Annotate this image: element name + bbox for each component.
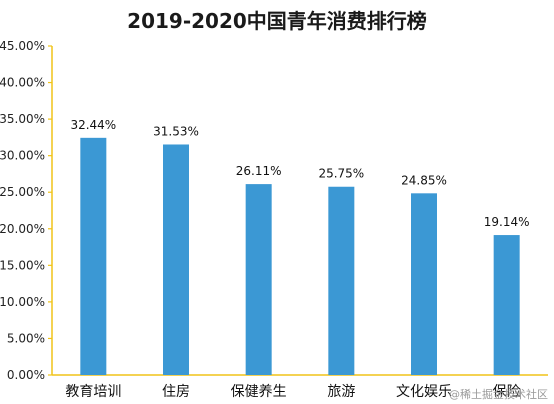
data-label: 24.85% [401,173,447,187]
x-tick-label: 保险 [493,384,521,400]
bar [163,144,189,375]
data-labels: 32.44% 31.53% 26.11% 25.75% 24.85% 19.14% [70,118,529,229]
y-tick-label: 10.00% [0,295,45,309]
x-tick-label: 教育培训 [65,384,121,400]
x-tick-label: 保健养生 [231,384,287,400]
bar [411,193,437,375]
category-labels: 教育培训 住房 保健养生 旅游 文化娱乐 保险 [65,384,520,400]
bar [80,137,107,375]
y-tick-label: 30.00% [0,149,45,163]
y-tick-label: 5.00% [7,331,45,345]
y-tick-label: 40.00% [0,76,45,90]
data-label: 31.53% [153,124,199,138]
y-axis: 0.00% 5.00% 10.00% 15.00% 20.00% 25.00% 30.00%… [0,39,53,382]
chart-title: 2019-2020中国青年消费排行榜 [127,9,427,33]
data-label: 32.44% [70,118,116,132]
bar [493,235,520,375]
data-label: 19.14% [484,215,530,229]
y-tick-label: 20.00% [0,222,45,236]
data-label: 26.11% [236,164,282,178]
y-tick-label: 25.00% [0,185,45,199]
y-tick-label: 15.00% [0,258,45,272]
y-tick-label: 35.00% [0,112,45,126]
x-tick-label: 旅游 [327,384,355,400]
y-tick-label: 0.00% [7,368,45,382]
watermark: @稀土掘金技术社区 [449,387,548,401]
x-tick-label: 文化娱乐 [396,384,452,400]
bar [328,186,355,375]
data-label: 25.75% [318,167,364,181]
y-tick-label: 45.00% [0,39,45,53]
bar [245,184,272,375]
bars [80,137,520,375]
x-tick-label: 住房 [162,384,190,400]
